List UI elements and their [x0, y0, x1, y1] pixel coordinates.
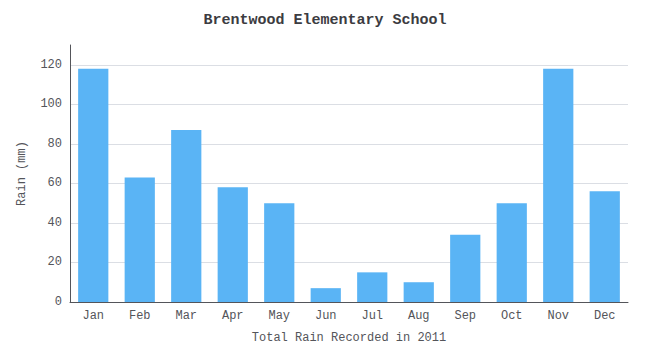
svg-text:Jul: Jul: [361, 309, 383, 323]
svg-text:Oct: Oct: [501, 309, 523, 323]
svg-text:20: 20: [48, 255, 62, 269]
svg-text:Aug: Aug: [408, 309, 430, 323]
svg-text:40: 40: [48, 216, 62, 230]
svg-text:Dec: Dec: [594, 309, 616, 323]
svg-text:Rain (mm): Rain (mm): [15, 141, 29, 206]
svg-text:Apr: Apr: [222, 309, 244, 323]
svg-text:0: 0: [55, 295, 62, 309]
svg-text:60: 60: [48, 176, 62, 190]
svg-text:120: 120: [40, 58, 62, 72]
svg-text:Jan: Jan: [82, 309, 104, 323]
svg-text:Mar: Mar: [175, 309, 197, 323]
svg-text:Total Rain Recorded in 2011: Total Rain Recorded in 2011: [252, 331, 446, 345]
svg-text:Feb: Feb: [129, 309, 151, 323]
svg-text:May: May: [268, 309, 290, 323]
svg-text:Sep: Sep: [454, 309, 476, 323]
svg-text:Brentwood Elementary School: Brentwood Elementary School: [203, 12, 446, 29]
svg-text:Nov: Nov: [547, 309, 569, 323]
svg-text:Jun: Jun: [315, 309, 337, 323]
svg-text:80: 80: [48, 137, 62, 151]
svg-text:100: 100: [40, 97, 62, 111]
